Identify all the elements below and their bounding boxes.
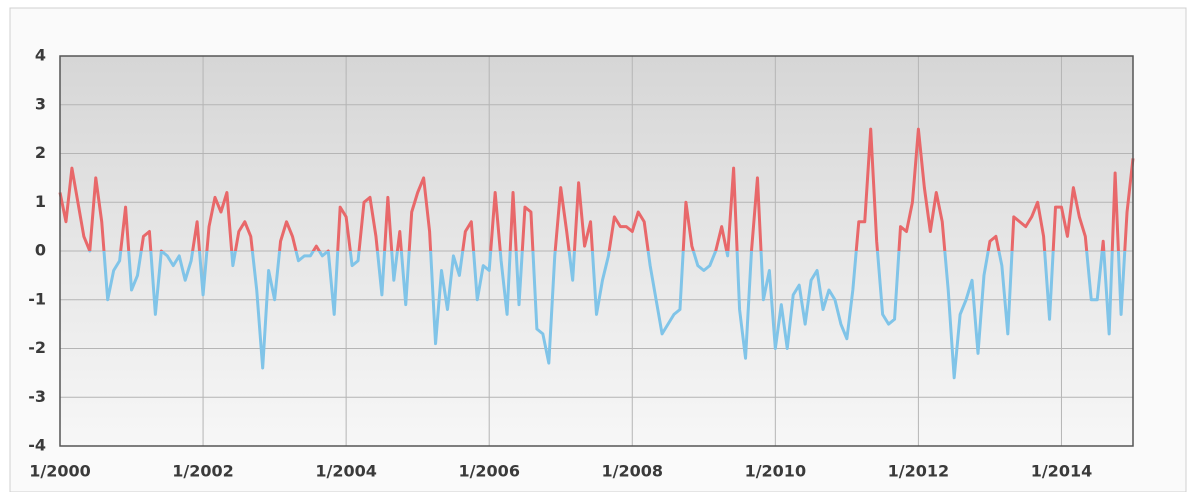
x-tick-label: 1/2006 — [458, 462, 520, 481]
y-tick-label: 0 — [35, 241, 46, 260]
y-tick-label: 2 — [35, 143, 46, 162]
x-tick-label: 1/2004 — [315, 462, 377, 481]
x-tick-label: 1/2008 — [602, 462, 664, 481]
y-tick-label: -2 — [28, 338, 46, 357]
plot-border — [59, 55, 1134, 447]
y-tick-label: 4 — [35, 46, 46, 65]
x-tick-label: 1/2014 — [1031, 462, 1093, 481]
x-tick-label: 1/2010 — [745, 462, 807, 481]
x-tick-label: 1/2012 — [888, 462, 950, 481]
data-line — [58, 127, 1135, 380]
x-tick-label: 1/2002 — [172, 462, 234, 481]
y-tick-label: -3 — [28, 387, 46, 406]
y-tick-label: -1 — [28, 289, 46, 308]
y-tick-label: 1 — [35, 192, 46, 211]
x-tick-label: 1/2000 — [29, 462, 91, 481]
y-tick-label: -4 — [28, 436, 46, 455]
y-tick-label: 3 — [35, 94, 46, 113]
